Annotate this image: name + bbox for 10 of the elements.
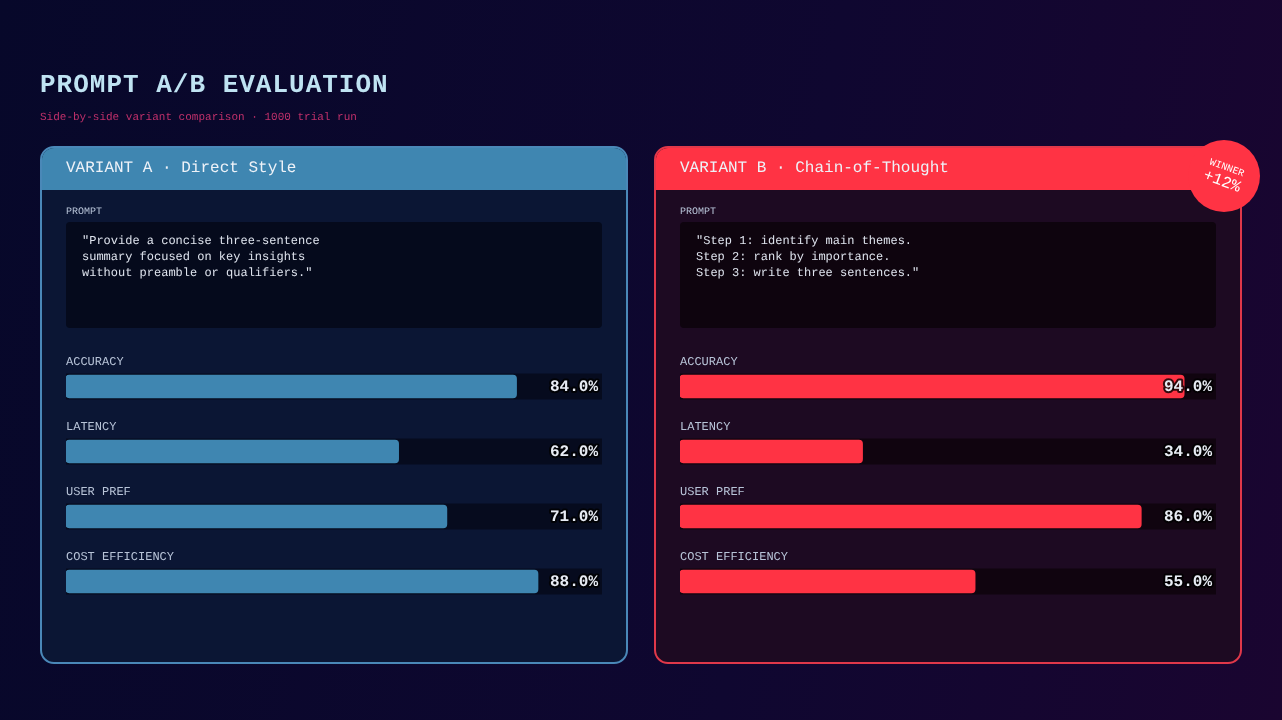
- data-label: 34.0%: [1163, 443, 1213, 462]
- data-label: 62.0%: [549, 443, 599, 462]
- chart-title: VARIANT B · Chain-of-Thought: [680, 160, 949, 178]
- data-label: 84.0%: [549, 378, 599, 397]
- chart-title: VARIANT A · Direct Style: [66, 160, 297, 178]
- data-label: 71.0%: [549, 508, 599, 527]
- data-label: 55.0%: [1163, 573, 1213, 592]
- data-label: 86.0%: [1163, 508, 1213, 527]
- data-label: 88.0%: [549, 573, 599, 592]
- text: PROMPT A/B EVALUATION: [40, 70, 389, 100]
